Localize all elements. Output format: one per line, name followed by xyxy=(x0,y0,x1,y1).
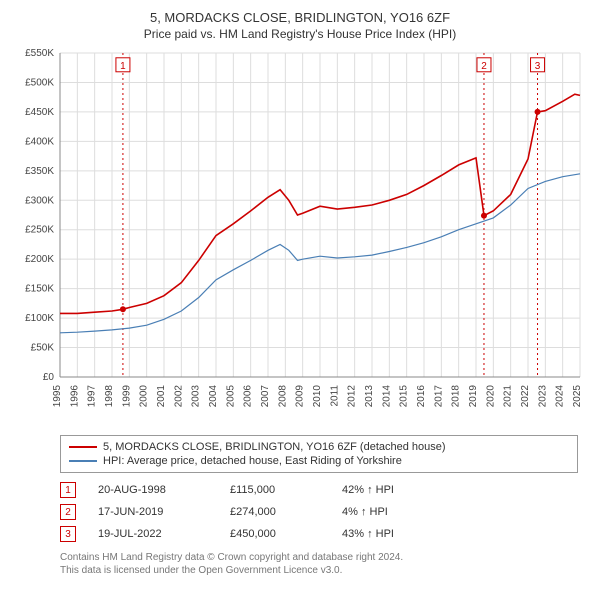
svg-text:2023: 2023 xyxy=(537,385,548,408)
event-price: £115,000 xyxy=(230,484,320,496)
svg-text:2011: 2011 xyxy=(329,385,340,407)
svg-text:2017: 2017 xyxy=(433,385,444,408)
svg-text:£500K: £500K xyxy=(25,77,54,88)
svg-text:2016: 2016 xyxy=(416,385,427,408)
legend-label: HPI: Average price, detached house, East… xyxy=(103,455,402,467)
svg-text:£400K: £400K xyxy=(25,136,54,147)
svg-text:1997: 1997 xyxy=(87,385,98,408)
svg-text:1: 1 xyxy=(120,61,126,72)
event-row: 2 17-JUN-2019 £274,000 4% ↑ HPI xyxy=(60,501,560,523)
svg-text:2015: 2015 xyxy=(399,385,410,408)
svg-text:2024: 2024 xyxy=(555,385,566,408)
event-price: £274,000 xyxy=(230,506,320,518)
event-date: 20-AUG-1998 xyxy=(98,484,208,496)
page-title: 5, MORDACKS CLOSE, BRIDLINGTON, YO16 6ZF xyxy=(10,10,590,25)
footer-line: Contains HM Land Registry data © Crown c… xyxy=(60,551,560,564)
svg-text:2009: 2009 xyxy=(295,385,306,408)
svg-text:2005: 2005 xyxy=(225,385,236,408)
event-pct: 42% ↑ HPI xyxy=(342,484,452,496)
legend-label: 5, MORDACKS CLOSE, BRIDLINGTON, YO16 6ZF… xyxy=(103,441,446,453)
svg-text:2025: 2025 xyxy=(572,385,583,408)
event-pct: 4% ↑ HPI xyxy=(342,506,452,518)
legend-swatch-hpi xyxy=(69,460,97,462)
svg-text:2004: 2004 xyxy=(208,385,219,408)
footer: Contains HM Land Registry data © Crown c… xyxy=(60,551,560,577)
svg-text:2006: 2006 xyxy=(243,385,254,408)
svg-text:1995: 1995 xyxy=(52,385,63,408)
legend-row: 5, MORDACKS CLOSE, BRIDLINGTON, YO16 6ZF… xyxy=(69,440,569,454)
event-marker-box: 3 xyxy=(60,526,76,542)
event-row: 3 19-JUL-2022 £450,000 43% ↑ HPI xyxy=(60,523,560,545)
svg-text:1996: 1996 xyxy=(69,385,80,408)
event-price: £450,000 xyxy=(230,528,320,540)
svg-text:£200K: £200K xyxy=(25,254,54,265)
svg-text:£450K: £450K xyxy=(25,107,54,118)
chart-container: £0 £50K £100K £150K £200K £250K £300K £350K £400… xyxy=(10,47,590,427)
svg-text:£350K: £350K xyxy=(25,166,54,177)
legend-row: HPI: Average price, detached house, East… xyxy=(69,454,569,468)
svg-text:2013: 2013 xyxy=(364,385,375,408)
chart-svg: £0 £50K £100K £150K £200K £250K £300K £350K £400… xyxy=(10,47,590,427)
svg-text:3: 3 xyxy=(535,61,541,72)
svg-text:2022: 2022 xyxy=(520,385,531,408)
svg-text:2019: 2019 xyxy=(468,385,479,408)
svg-text:2010: 2010 xyxy=(312,385,323,408)
svg-text:2002: 2002 xyxy=(173,385,184,408)
event-marker-box: 1 xyxy=(60,482,76,498)
svg-text:2021: 2021 xyxy=(503,385,514,408)
event-date: 17-JUN-2019 xyxy=(98,506,208,518)
svg-text:2: 2 xyxy=(481,61,487,72)
svg-text:2007: 2007 xyxy=(260,385,271,408)
svg-text:£250K: £250K xyxy=(25,225,54,236)
event-marker-box: 2 xyxy=(60,504,76,520)
legend-swatch-property xyxy=(69,446,97,448)
event-pct: 43% ↑ HPI xyxy=(342,528,452,540)
svg-text:£300K: £300K xyxy=(25,195,54,206)
legend: 5, MORDACKS CLOSE, BRIDLINGTON, YO16 6ZF… xyxy=(60,435,578,473)
svg-text:2003: 2003 xyxy=(191,385,202,408)
svg-text:1998: 1998 xyxy=(104,385,115,408)
page-subtitle: Price paid vs. HM Land Registry's House … xyxy=(10,27,590,41)
svg-text:2000: 2000 xyxy=(139,385,150,408)
event-date: 19-JUL-2022 xyxy=(98,528,208,540)
event-row: 1 20-AUG-1998 £115,000 42% ↑ HPI xyxy=(60,479,560,501)
svg-text:2020: 2020 xyxy=(485,385,496,408)
svg-text:2018: 2018 xyxy=(451,385,462,408)
svg-text:£100K: £100K xyxy=(25,313,54,324)
svg-text:£150K: £150K xyxy=(25,284,54,295)
svg-text:£50K: £50K xyxy=(31,343,55,354)
footer-line: This data is licensed under the Open Gov… xyxy=(60,564,560,577)
svg-text:2001: 2001 xyxy=(156,385,167,408)
events-table: 1 20-AUG-1998 £115,000 42% ↑ HPI 2 17-JU… xyxy=(60,479,560,545)
svg-text:2012: 2012 xyxy=(347,385,358,408)
svg-text:£550K: £550K xyxy=(25,48,54,59)
svg-text:£0: £0 xyxy=(43,372,55,383)
svg-text:1999: 1999 xyxy=(121,385,132,408)
svg-text:2008: 2008 xyxy=(277,385,288,408)
svg-text:2014: 2014 xyxy=(381,385,392,408)
